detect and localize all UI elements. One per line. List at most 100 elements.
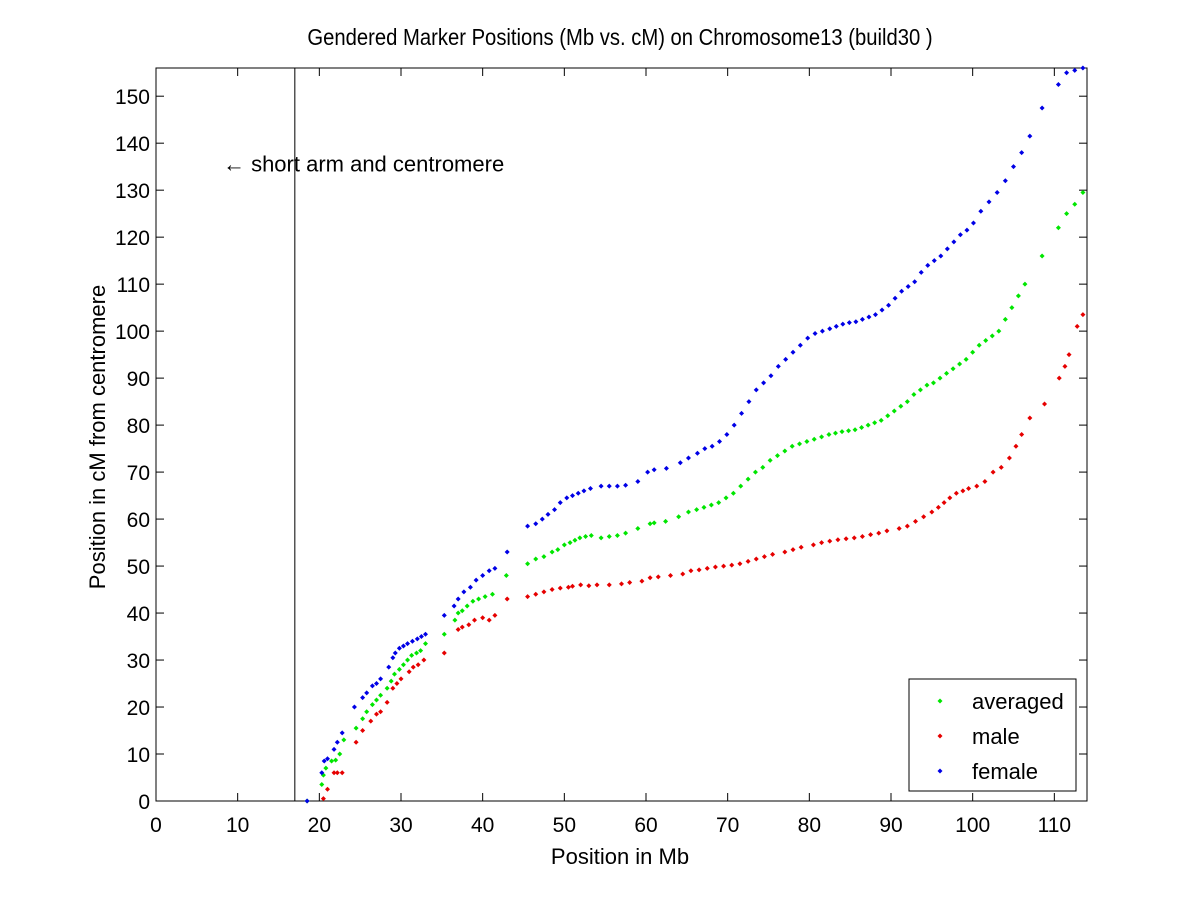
female-point (964, 227, 970, 233)
female-point (533, 521, 539, 527)
averaged-point (924, 382, 930, 388)
averaged-point (329, 758, 335, 764)
averaged-point (797, 441, 803, 447)
female-point (905, 283, 911, 289)
male-point (627, 580, 633, 586)
male-point (325, 786, 330, 792)
male-point (466, 622, 472, 628)
male-point (578, 582, 584, 588)
male-point (647, 575, 653, 581)
male-point (390, 685, 396, 691)
y-tick-label: 40 (127, 603, 150, 626)
male-point (339, 770, 345, 776)
averaged-point (996, 328, 1002, 334)
male-point (368, 718, 374, 724)
y-axis-label: Position in cM from centromere (85, 285, 110, 589)
female-point (651, 467, 657, 473)
male-point (851, 535, 857, 541)
female-point (539, 516, 545, 522)
female-point (994, 190, 1000, 196)
averaged-point (663, 518, 669, 524)
averaged-point (533, 556, 539, 562)
male-point (904, 523, 910, 529)
female-point (378, 676, 384, 682)
female-point (645, 469, 651, 475)
averaged-point (323, 765, 329, 771)
averaged-point (839, 429, 845, 435)
female-point (840, 321, 846, 327)
female-point (486, 568, 492, 574)
male-point (843, 536, 849, 542)
male-point (1066, 352, 1072, 358)
y-tick-label: 50 (127, 556, 150, 579)
male-point (594, 582, 600, 588)
averaged-point (944, 370, 950, 376)
series-averaged (304, 190, 1086, 804)
averaged-point (782, 448, 788, 454)
y-tick-label: 60 (127, 509, 150, 532)
averaged-point (567, 540, 573, 546)
female-point (455, 596, 461, 602)
female-point (1019, 150, 1025, 156)
averaged-point (588, 533, 594, 539)
averaged-point (651, 520, 657, 526)
male-point (947, 495, 953, 501)
male-point (935, 504, 941, 510)
female-point (364, 690, 370, 696)
averaged-point (1064, 211, 1070, 217)
female-point (304, 798, 310, 804)
female-point (581, 488, 587, 494)
averaged-point (963, 356, 969, 362)
averaged-point (555, 547, 561, 553)
averaged-point (930, 380, 936, 386)
series-female (304, 65, 1086, 804)
female-point (833, 323, 839, 329)
legend-marker-averaged (937, 698, 943, 704)
averaged-point (476, 596, 482, 602)
male-point (960, 488, 966, 494)
averaged-point (811, 436, 817, 442)
female-point (827, 326, 833, 332)
female-point (635, 478, 641, 484)
averaged-point (635, 525, 641, 531)
male-point (374, 711, 379, 717)
female-point (775, 363, 781, 369)
averaged-point (583, 533, 589, 539)
female-point (492, 565, 498, 571)
male-point (782, 549, 788, 555)
female-point (570, 493, 575, 499)
male-point (1062, 363, 1068, 369)
male-point (868, 532, 874, 538)
female-point (731, 422, 737, 428)
averaged-point (983, 338, 989, 344)
female-point (360, 695, 366, 701)
averaged-point (898, 403, 904, 409)
averaged-point (826, 432, 832, 437)
male-point (729, 562, 735, 568)
averaged-point (470, 598, 476, 604)
averaged-point (319, 782, 325, 788)
male-point (819, 540, 825, 546)
male-point (998, 464, 1004, 470)
averaged-point (852, 427, 858, 433)
female-point (369, 683, 375, 689)
female-point (325, 756, 330, 762)
legend-label-male: male (972, 724, 1020, 749)
y-tick-label: 30 (127, 650, 150, 673)
averaged-point (745, 476, 751, 482)
averaged-point (525, 561, 531, 567)
data-points (304, 65, 1086, 804)
female-point (694, 450, 700, 456)
female-point (951, 239, 957, 245)
female-point (872, 312, 878, 318)
averaged-point (832, 430, 838, 436)
male-point (790, 547, 796, 553)
male-point (982, 478, 988, 484)
female-point (1072, 67, 1078, 73)
averaged-point (937, 375, 943, 381)
averaged-point (369, 702, 375, 708)
female-point (702, 446, 708, 452)
female-point (392, 650, 398, 656)
averaged-point (970, 349, 976, 355)
x-tick-label: 90 (879, 814, 902, 837)
